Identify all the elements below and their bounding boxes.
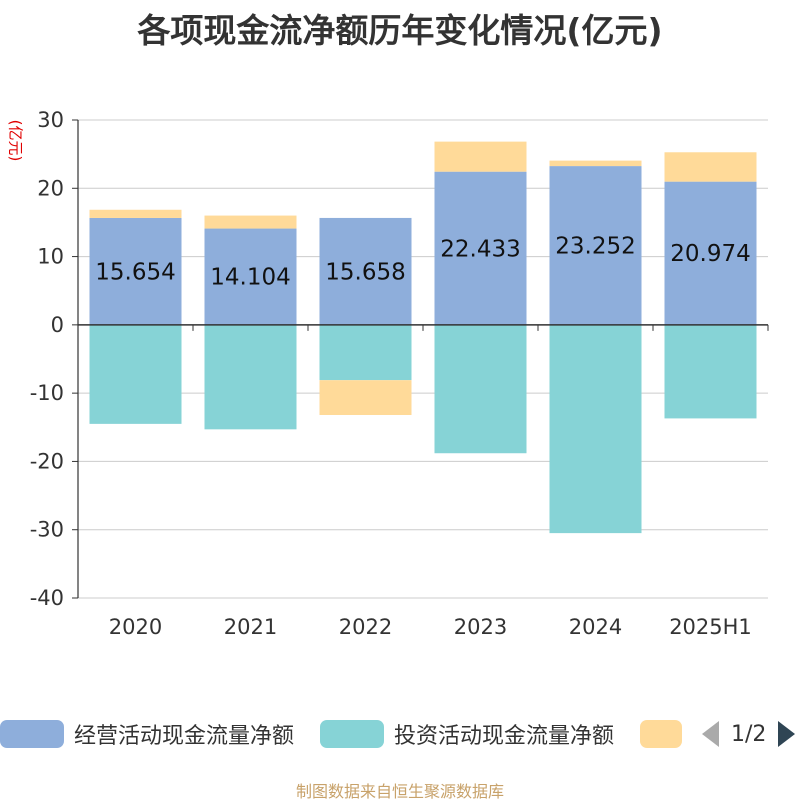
next-page-icon[interactable] xyxy=(778,721,796,747)
legend-pager: 1/2 xyxy=(700,714,800,754)
legend-swatch-investing xyxy=(320,720,384,748)
bar-operating-2022 xyxy=(319,217,412,325)
x-tick-label-2021: 2021 xyxy=(224,615,277,639)
bar-other-2024 xyxy=(549,160,642,167)
y-tick-label--30: -30 xyxy=(30,518,64,542)
bar-operating-2024 xyxy=(549,166,642,325)
axes: 30 20 10 0 -10 -20 -30 -40 2020 2021 2022 2023 2024 2… xyxy=(30,108,769,639)
legend-label-investing: 投资活动现金流量净额 xyxy=(394,724,615,749)
bar-investing-2023 xyxy=(434,324,527,454)
bar-other-2021 xyxy=(204,215,297,229)
y-tick-label-10: 10 xyxy=(37,245,64,269)
bar-investing-2022 xyxy=(319,324,412,381)
chart-plot: 15.654 14.104 15.658 22.433 23.252 20.974 30 2… xyxy=(30,108,769,639)
x-tick-label-2020: 2020 xyxy=(109,615,162,639)
data-labels: 15.654 14.104 15.658 22.433 23.252 20.974 xyxy=(95,233,750,290)
legend-label-operating: 经营活动现金流量净额 xyxy=(74,724,295,749)
y-tick-label--10: -10 xyxy=(30,381,64,405)
x-tick-label-2022: 2022 xyxy=(339,615,392,639)
bar-other-2022 xyxy=(319,380,412,415)
data-label-2025H1: 20.974 xyxy=(670,241,750,267)
y-tick-label-0: 0 xyxy=(51,313,64,337)
bar-operating-2025H1 xyxy=(664,181,757,325)
y-tick-label--40: -40 xyxy=(30,586,64,610)
grid-lines xyxy=(78,119,768,599)
x-tick-label-2023: 2023 xyxy=(454,615,507,639)
bar-other-2025H1 xyxy=(664,152,757,182)
legend-swatch-operating xyxy=(0,720,64,748)
y-tick-label--20: -20 xyxy=(30,449,64,473)
x-tick-label-2025H1: 2025H1 xyxy=(669,615,752,639)
data-label-2024: 23.252 xyxy=(555,233,635,259)
bar-operating-2020 xyxy=(89,217,182,325)
data-label-2021: 14.104 xyxy=(210,265,290,291)
legend-swatch-other xyxy=(640,720,682,748)
y-tick-label-20: 20 xyxy=(37,176,64,200)
bar-other-2020 xyxy=(89,209,182,218)
bar-investing-2024 xyxy=(549,324,642,534)
legend: 经营活动现金流量净额 投资活动现金流量净额 xyxy=(0,714,800,754)
legend-item-operating[interactable]: 经营活动现金流量净额 xyxy=(0,714,294,754)
bar-investing-2020 xyxy=(89,324,182,424)
data-label-2023: 22.433 xyxy=(440,236,520,262)
bar-operating-2021 xyxy=(204,228,297,325)
y-tick-label-30: 30 xyxy=(37,108,64,132)
bar-other-2023 xyxy=(434,141,527,172)
legend-page-indicator: 1/2 xyxy=(731,721,767,747)
prev-page-icon[interactable] xyxy=(702,721,719,747)
bar-investing-2025H1 xyxy=(664,324,757,419)
chart-title: 各项现金流净额历年变化情况(亿元) xyxy=(137,11,663,50)
data-source-note: 制图数据来自恒生聚源数据库 xyxy=(295,782,504,801)
bar-investing-2021 xyxy=(204,324,297,430)
data-label-2022: 15.658 xyxy=(325,259,405,285)
x-tick-label-2024: 2024 xyxy=(569,615,622,639)
data-label-2020: 15.654 xyxy=(95,259,175,285)
legend-item-other[interactable] xyxy=(640,714,682,754)
bar-operating-2023 xyxy=(434,171,527,325)
legend-item-investing[interactable]: 投资活动现金流量净额 xyxy=(320,714,614,754)
bars xyxy=(89,141,757,534)
